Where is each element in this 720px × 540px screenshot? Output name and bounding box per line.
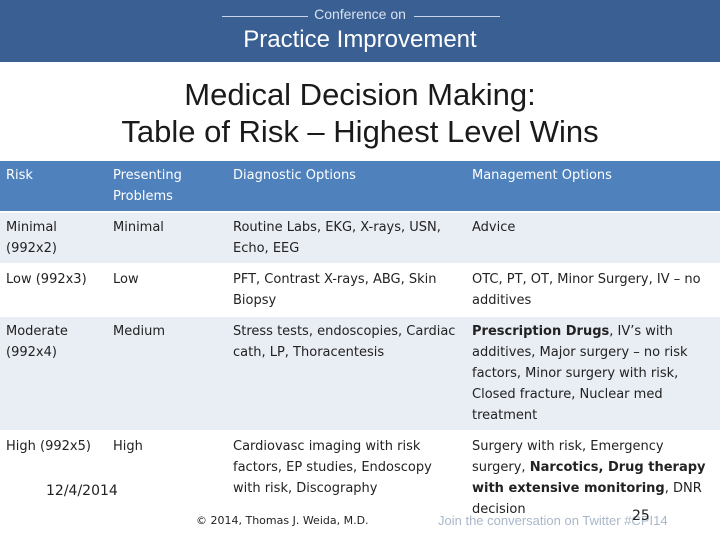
- cell-risk: Moderate (992x4): [0, 315, 107, 431]
- table-row: Minimal (992x2) Minimal Routine Labs, EK…: [0, 211, 720, 264]
- slide-title-line1: Medical Decision Making:: [184, 77, 536, 112]
- cell-diagnostic: PFT, Contrast X-rays, ABG, Skin Biopsy: [227, 263, 466, 316]
- cell-diagnostic: Cardiovasc imaging with risk factors, EP…: [227, 430, 466, 524]
- management-text: , IV’s with additives, Major surgery – n…: [472, 324, 688, 423]
- banner-title: Practice Improvement: [243, 26, 477, 53]
- cell-risk: Minimal (992x2): [0, 211, 107, 264]
- table-row: Moderate (992x4) Medium Stress tests, en…: [0, 315, 720, 431]
- cell-problems: Low: [107, 263, 227, 316]
- management-emphasis: Narcotics, Drug therapy with extensive m…: [472, 460, 706, 496]
- table-row: High (992x5) High Cardiovasc imaging wit…: [0, 430, 720, 524]
- cell-risk: High (992x5): [0, 430, 107, 524]
- twitter-footer: Join the conversation on Twitter #CPI14: [438, 513, 668, 528]
- cell-problems: Minimal: [107, 211, 227, 264]
- management-emphasis: Prescription Drugs: [472, 324, 610, 339]
- slide-title: Medical Decision Making: Table of Risk –…: [0, 76, 720, 150]
- header-presenting-problems: Presenting Problems: [107, 159, 227, 212]
- cell-problems: Medium: [107, 315, 227, 431]
- header-risk: Risk: [0, 159, 107, 212]
- cell-risk: Low (992x3): [0, 263, 107, 316]
- header-diagnostic-options: Diagnostic Options: [227, 159, 466, 212]
- cell-problems: High: [107, 430, 227, 524]
- table-header-row: Risk Presenting Problems Diagnostic Opti…: [0, 159, 720, 212]
- cell-management: OTC, PT, OT, Minor Surgery, IV – no addi…: [466, 263, 720, 316]
- table-row: Low (992x3) Low PFT, Contrast X-rays, AB…: [0, 263, 720, 316]
- cell-management: Prescription Drugs, IV’s with additives,…: [466, 315, 720, 431]
- management-text: Surgery with risk, Emergency surgery,: [472, 439, 664, 475]
- risk-table: Risk Presenting Problems Diagnostic Opti…: [0, 159, 720, 524]
- management-text: , DNR decision: [472, 481, 702, 517]
- copyright: © 2014, Thomas J. Weida, M.D.: [196, 514, 369, 527]
- page-number: 25: [632, 508, 650, 524]
- banner-subtitle: Conference on: [314, 6, 406, 22]
- slide-title-line2: Table of Risk – Highest Level Wins: [121, 114, 599, 149]
- cell-management: Surgery with risk, Emergency surgery, Na…: [466, 430, 720, 524]
- cell-diagnostic: Routine Labs, EKG, X-rays, USN, Echo, EE…: [227, 211, 466, 264]
- conference-banner: Conference on Practice Improvement: [0, 0, 720, 62]
- cell-diagnostic: Stress tests, endoscopies, Cardiac cath,…: [227, 315, 466, 431]
- banner-right-rule: [414, 16, 500, 17]
- slide-date: 12/4/2014: [46, 483, 118, 499]
- banner-left-rule: [222, 16, 308, 17]
- header-management-options: Management Options: [466, 159, 720, 212]
- cell-management: Advice: [466, 211, 720, 264]
